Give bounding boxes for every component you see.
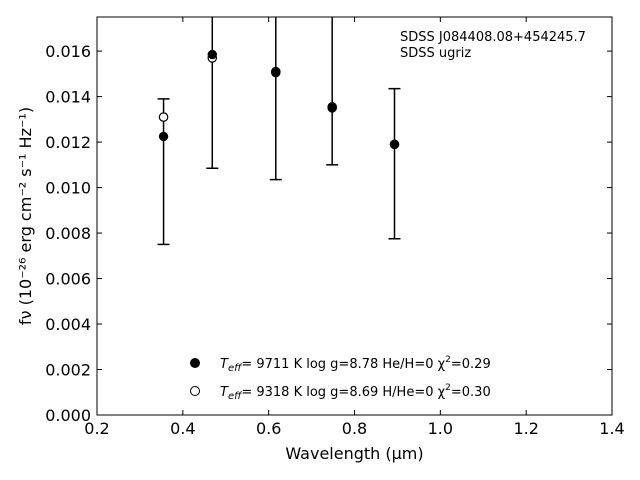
filled-model-point — [158, 131, 169, 142]
legend-label-open: Teff= 9318 K log g=8.69 H/He=0 χ2=0.30 — [220, 383, 491, 402]
y-axis-label: fν (10⁻²⁶ erg cm⁻² s⁻¹ Hz⁻¹) — [16, 107, 35, 325]
y-tick-label: 0.000 — [45, 406, 91, 425]
legend-marker-open — [190, 386, 200, 396]
y-tick-label: 0.016 — [45, 42, 91, 61]
x-tick-label: 0.8 — [342, 419, 367, 438]
filled-model-point — [389, 139, 400, 150]
filled-model-point — [271, 68, 281, 78]
y-tick-label: 0.002 — [45, 361, 91, 380]
x-tick-label: 0.2 — [84, 419, 109, 438]
y-tick-label: 0.010 — [45, 179, 91, 198]
x-tick-label: 1.2 — [513, 419, 538, 438]
x-tick-label: 1.0 — [428, 419, 453, 438]
y-tick-label: 0.004 — [45, 315, 91, 334]
legend-label-filled: Teff= 9711 K log g=8.78 He/H=0 χ2=0.29 — [220, 355, 491, 374]
photometry-annotation: SDSS ugriz — [400, 46, 471, 61]
x-tick-label: 1.4 — [599, 419, 624, 438]
legend-marker-filled — [190, 358, 200, 368]
object-name-annotation: SDSS J084408.08+454245.7 — [400, 30, 586, 45]
x-axis-label: Wavelength (μm) — [285, 444, 423, 463]
plot-frame — [96, 16, 613, 416]
y-tick-label: 0.014 — [45, 88, 91, 107]
y-tick-label: 0.008 — [45, 224, 91, 243]
filled-model-point — [327, 103, 337, 113]
y-tick-label: 0.006 — [45, 270, 91, 289]
y-axis-ticks: 0.000 0.002 0.004 0.006 0.008 0.010 0.012 0.014… — [45, 42, 612, 425]
x-axis-ticks: 0.2 0.4 0.6 0.8 1.0 1.2 1.4 — [84, 17, 625, 438]
filled-model-point — [207, 49, 217, 60]
y-tick-label: 0.012 — [45, 133, 91, 152]
x-tick-label: 0.6 — [256, 419, 281, 438]
open-model-point — [158, 112, 169, 122]
x-tick-label: 0.4 — [170, 419, 195, 438]
legend: Teff= 9711 K log g=8.78 He/H=0 χ2=0.29 T… — [190, 355, 491, 402]
